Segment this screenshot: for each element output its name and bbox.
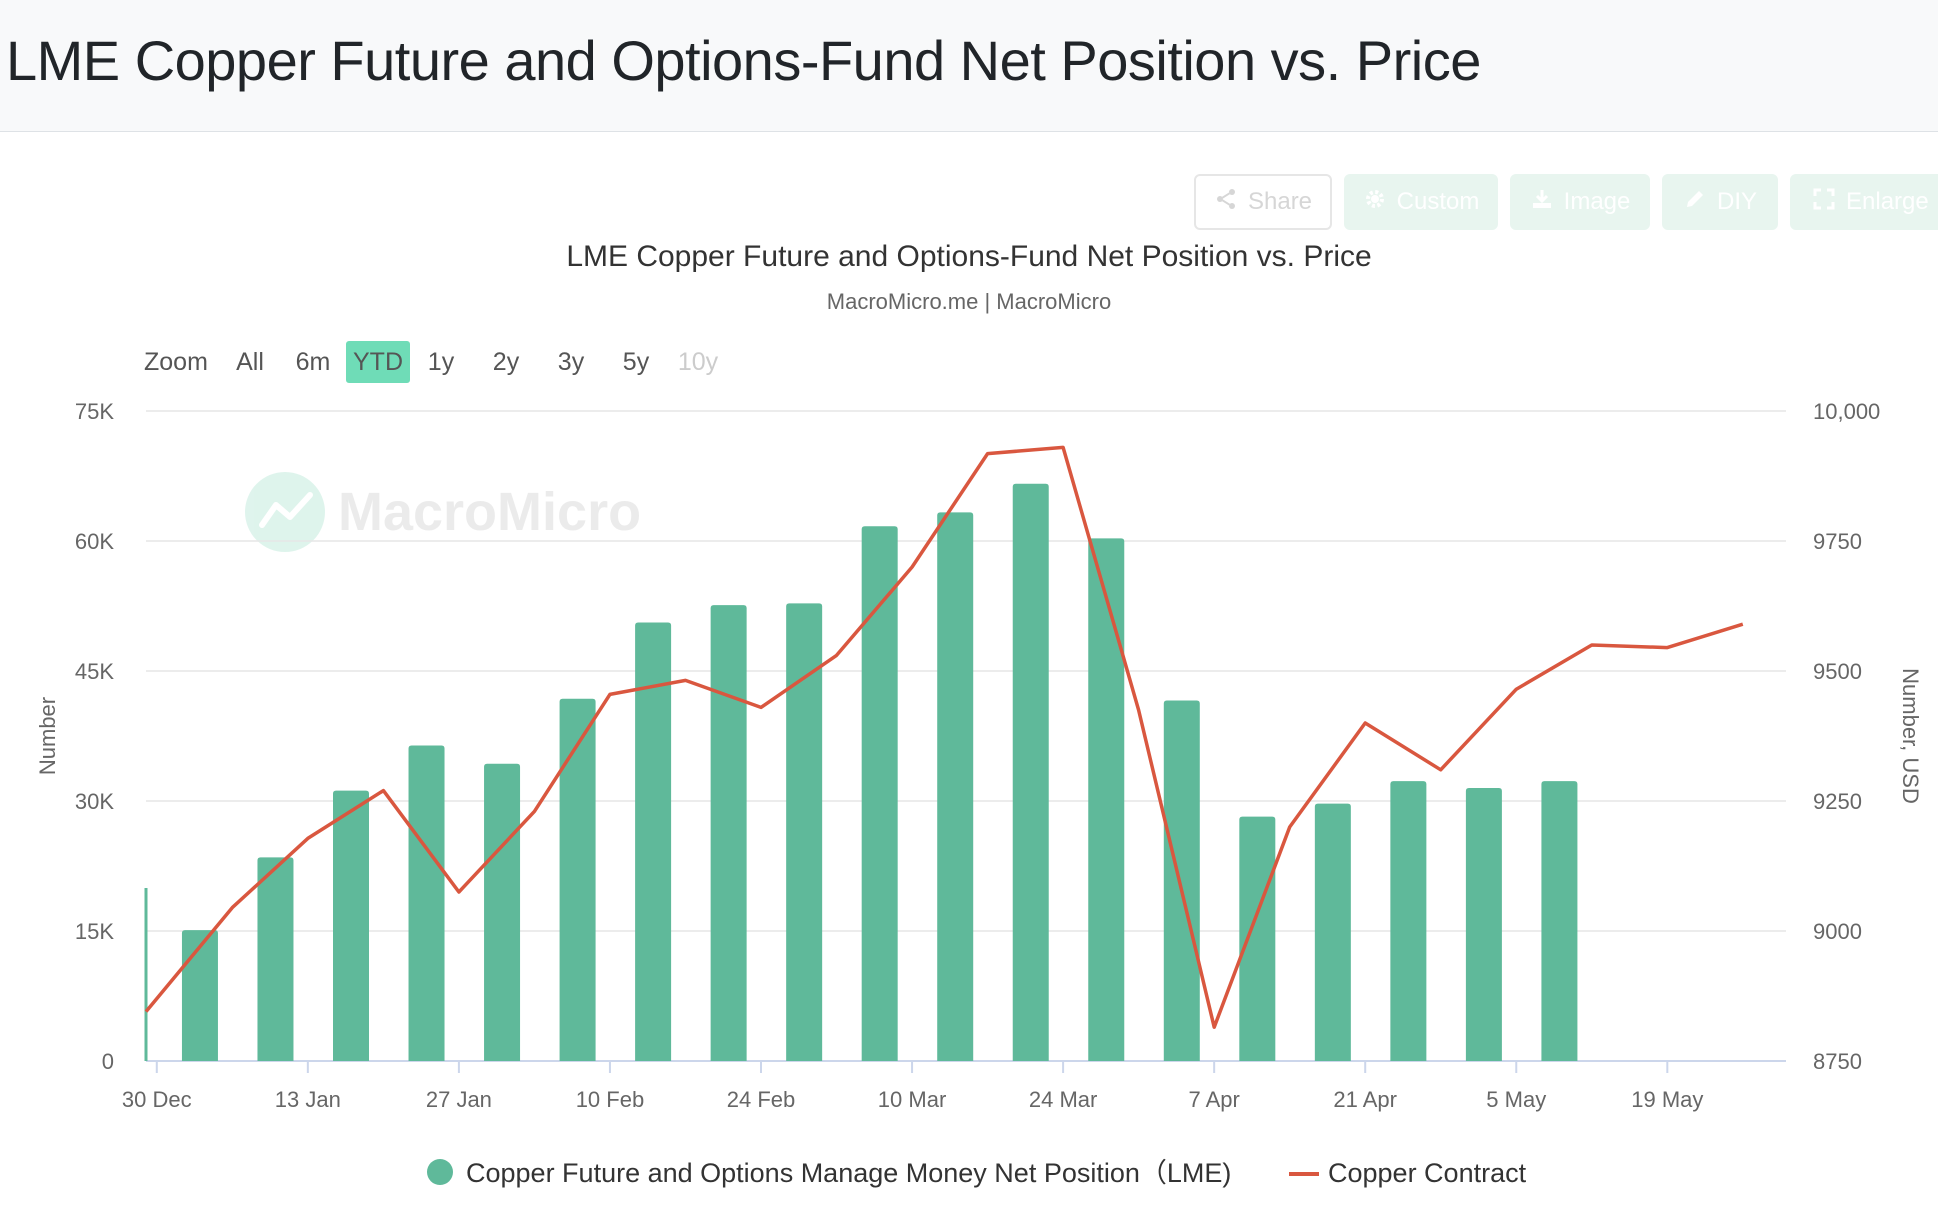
range-button-label: YTD — [353, 348, 403, 376]
bar[interactable] — [710, 605, 747, 1061]
range-button-2y[interactable]: 2y — [493, 348, 520, 376]
legend-line-label: Copper Contract — [1328, 1158, 1527, 1188]
range-button-label: All — [236, 348, 264, 376]
legend-item-copper-contract[interactable]: Copper Contract — [1289, 1158, 1527, 1188]
custom-label: Custom — [1396, 188, 1480, 215]
copper-contract-line[interactable] — [144, 445, 1744, 1029]
page-title: LME Copper Future and Options-Fund Net P… — [6, 29, 1481, 92]
image-button[interactable]: Image — [1510, 174, 1650, 230]
bar[interactable] — [257, 857, 294, 1061]
page-header: LME Copper Future and Options-Fund Net P… — [0, 0, 1938, 132]
bar[interactable] — [1239, 816, 1276, 1061]
x-tick-label: 5 May — [1486, 1087, 1546, 1112]
left-axis: 0 15K 30K 45K 60K 75K — [75, 399, 114, 1074]
right-tick-label: 9250 — [1813, 789, 1862, 814]
bar[interactable] — [408, 745, 445, 1061]
left-tick-label: 75K — [75, 399, 114, 424]
right-axis-title: Number, USD — [1898, 668, 1923, 804]
legend-bar-marker — [427, 1159, 453, 1185]
diy-label: DIY — [1717, 188, 1758, 215]
chart-toolbar: Share Custom Image DIY Enlarge — [1194, 174, 1938, 230]
x-tick-label: 7 Apr — [1188, 1087, 1239, 1112]
left-axis-title: Number — [35, 697, 60, 775]
range-selector: Zoom All 6m YTD 1y 2y 3y 5y 10y — [144, 341, 719, 383]
right-axis: 8750 9000 9250 9500 9750 10,000 — [1813, 399, 1880, 1074]
range-button-3y[interactable]: 3y — [558, 348, 585, 376]
left-tick-label: 60K — [75, 529, 114, 554]
expand-icon — [1812, 187, 1836, 218]
pencil-icon — [1683, 187, 1707, 218]
x-tick-label: 24 Feb — [727, 1087, 796, 1112]
legend-item-net-position[interactable]: Copper Future and Options Manage Money N… — [427, 1158, 1231, 1188]
range-button-1y[interactable]: 1y — [428, 348, 455, 376]
x-tick-label: 30 Dec — [122, 1087, 192, 1112]
range-button-ytd[interactable]: YTD — [346, 341, 410, 383]
left-tick-label: 45K — [75, 659, 114, 684]
image-label: Image — [1563, 188, 1631, 215]
bar[interactable] — [333, 790, 369, 1061]
chart-subtitle: MacroMicro.me | MacroMicro — [827, 289, 1111, 314]
bar[interactable] — [1314, 803, 1351, 1061]
x-tick-label: 13 Jan — [275, 1087, 341, 1112]
right-tick-label: 9000 — [1813, 919, 1862, 944]
share-icon — [1214, 187, 1238, 218]
range-button-label: 3y — [558, 348, 585, 376]
x-tick-label: 21 Apr — [1333, 1087, 1397, 1112]
watermark: MacroMicro — [245, 472, 641, 552]
diy-button[interactable]: DIY — [1662, 174, 1778, 230]
bar-series — [181, 483, 1578, 1061]
bar[interactable] — [1465, 788, 1502, 1061]
range-button-label: 6m — [296, 348, 331, 376]
bar[interactable] — [484, 763, 521, 1061]
bar[interactable] — [861, 526, 898, 1061]
share-label: Share — [1247, 188, 1313, 215]
chart-title: LME Copper Future and Options-Fund Net P… — [566, 240, 1371, 273]
range-button-10y[interactable]: 10y — [678, 348, 719, 376]
right-tick-label: 8750 — [1813, 1049, 1862, 1074]
bar[interactable] — [786, 603, 823, 1061]
bar[interactable] — [1088, 538, 1125, 1061]
range-button-5y[interactable]: 5y — [623, 348, 650, 376]
bar[interactable] — [1012, 483, 1049, 1061]
bar[interactable] — [635, 622, 672, 1061]
gear-icon — [1363, 187, 1387, 218]
right-tick-label: 9500 — [1813, 659, 1862, 684]
right-tick-label: 10,000 — [1813, 399, 1880, 424]
range-button-label: 2y — [493, 348, 520, 376]
bar[interactable] — [181, 930, 218, 1061]
range-button-label: 1y — [428, 348, 455, 376]
bar[interactable] — [1541, 781, 1578, 1061]
bar[interactable] — [559, 698, 596, 1061]
x-tick-label: 27 Jan — [426, 1087, 492, 1112]
range-button-label: 5y — [623, 348, 650, 376]
range-button-label: 10y — [678, 348, 719, 376]
range-button-highlight — [346, 341, 410, 383]
bar[interactable] — [937, 512, 974, 1061]
line-series — [144, 445, 1744, 1029]
range-button-6m[interactable]: 6m — [296, 348, 331, 376]
x-tick-label: 10 Feb — [576, 1087, 645, 1112]
share-button[interactable]: Share — [1194, 174, 1332, 230]
download-icon — [1530, 187, 1554, 218]
right-tick-label: 9750 — [1813, 529, 1862, 554]
x-tick-label: 19 May — [1631, 1087, 1703, 1112]
bar[interactable] — [1390, 781, 1427, 1061]
left-tick-label: 15K — [75, 919, 114, 944]
custom-button[interactable]: Custom — [1344, 174, 1498, 230]
left-tick-label: 0 — [102, 1049, 114, 1074]
legend-bar-label: Copper Future and Options Manage Money N… — [466, 1158, 1231, 1188]
x-tick-label: 10 Mar — [878, 1087, 946, 1112]
zoom-label: Zoom — [144, 348, 208, 376]
enlarge-label: Enlarge — [1846, 188, 1929, 215]
x-tick-label: 24 Mar — [1029, 1087, 1097, 1112]
legend: Copper Future and Options Manage Money N… — [427, 1158, 1527, 1188]
left-tick-label: 30K — [75, 789, 114, 814]
enlarge-button[interactable]: Enlarge — [1790, 174, 1938, 230]
bar[interactable] — [1163, 700, 1200, 1061]
range-button-all[interactable]: All — [236, 348, 264, 376]
watermark-text: MacroMicro — [338, 482, 641, 542]
